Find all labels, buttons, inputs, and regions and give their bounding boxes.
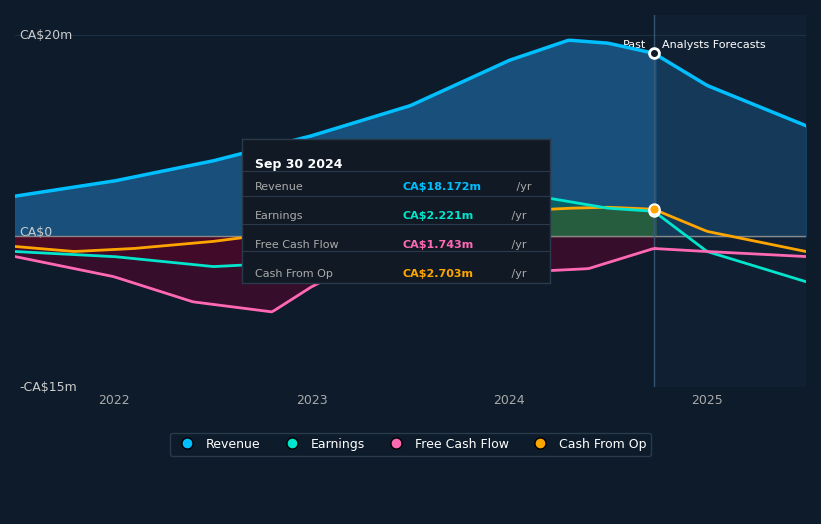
Text: Cash From Op: Cash From Op [255, 268, 333, 279]
Text: -CA$15m: -CA$15m [19, 381, 76, 394]
Text: /yr: /yr [507, 268, 526, 279]
Legend: Revenue, Earnings, Free Cash Flow, Cash From Op: Revenue, Earnings, Free Cash Flow, Cash … [170, 433, 651, 456]
Bar [654, 15, 806, 387]
Point [647, 205, 660, 213]
Text: CA$1.743m: CA$1.743m [402, 239, 474, 250]
Text: Earnings: Earnings [255, 211, 303, 221]
Text: CA$0: CA$0 [19, 226, 53, 239]
Text: /yr: /yr [507, 211, 526, 221]
Text: CA$2.221m: CA$2.221m [402, 211, 474, 221]
Text: Analysts Forecasts: Analysts Forecasts [662, 40, 765, 50]
Text: /yr: /yr [513, 182, 532, 192]
Point [647, 49, 660, 58]
Text: Free Cash Flow: Free Cash Flow [255, 239, 338, 250]
Text: Revenue: Revenue [255, 182, 303, 192]
Text: CA$2.703m: CA$2.703m [402, 268, 473, 279]
Text: Past: Past [622, 40, 646, 50]
Text: /yr: /yr [507, 239, 526, 250]
Text: CA$18.172m: CA$18.172m [402, 182, 481, 192]
Text: Sep 30 2024: Sep 30 2024 [255, 158, 342, 171]
Point [647, 207, 660, 215]
Text: CA$20m: CA$20m [19, 29, 72, 41]
